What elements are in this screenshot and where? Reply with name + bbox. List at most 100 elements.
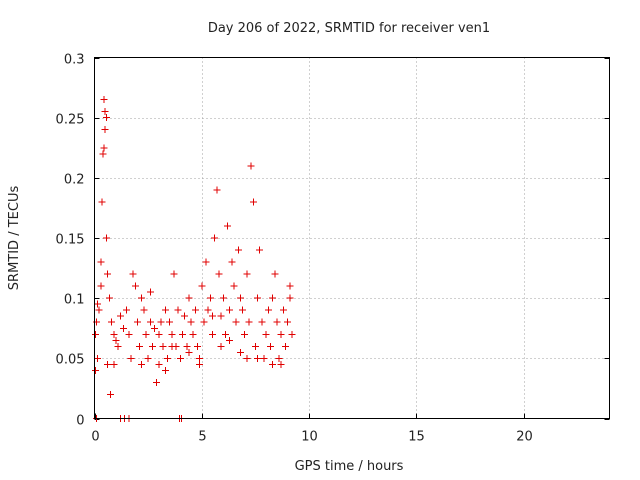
data-point <box>288 330 296 338</box>
data-point <box>168 330 176 338</box>
data-point <box>254 354 262 362</box>
data-point <box>144 354 152 362</box>
data-point <box>239 306 247 314</box>
y-tick-label: 0.2 <box>64 173 85 188</box>
x-tick-label: 20 <box>516 430 533 445</box>
data-point <box>224 222 232 230</box>
data-point <box>241 330 249 338</box>
data-point <box>106 294 114 302</box>
data-point <box>151 324 159 332</box>
data-point <box>114 342 122 350</box>
x-tick-label: 0 <box>91 430 99 445</box>
data-point <box>251 342 259 350</box>
y-axis-label: SRMTID / TECUs <box>7 186 22 291</box>
data-point <box>281 342 289 350</box>
data-point <box>202 258 210 266</box>
data-point <box>262 330 270 338</box>
data-point <box>112 336 120 344</box>
y-tick-label: 0.15 <box>56 233 85 248</box>
data-point <box>142 330 150 338</box>
data-point <box>232 318 240 326</box>
data-point <box>187 318 195 326</box>
data-point <box>273 318 281 326</box>
data-point <box>236 348 244 356</box>
data-point <box>204 306 212 314</box>
data-point <box>226 336 234 344</box>
chart-title: Day 206 of 2022, SRMTID for receiver ven… <box>208 21 490 36</box>
x-tick-label: 10 <box>301 430 318 445</box>
data-point <box>206 294 214 302</box>
data-point <box>153 378 161 386</box>
data-point <box>138 360 146 368</box>
data-point <box>189 330 197 338</box>
data-point <box>284 318 292 326</box>
data-point <box>286 294 294 302</box>
grid <box>94 57 610 419</box>
axis-ticks: 0 5 10 15 20 0 0.05 0.1 0.15 0.2 0.25 0.3 <box>56 53 610 445</box>
data-point <box>94 300 102 308</box>
data-point <box>174 306 182 314</box>
data-point <box>217 342 225 350</box>
data-point <box>269 360 277 368</box>
data-point <box>247 162 255 170</box>
data-point <box>176 354 184 362</box>
data-point <box>194 342 201 350</box>
data-point <box>215 270 223 278</box>
data-point <box>98 198 106 206</box>
data-point <box>213 186 221 194</box>
y-tick-label: 0 <box>76 414 84 429</box>
data-point <box>103 360 111 368</box>
data-point <box>163 354 171 362</box>
data-point <box>94 354 102 362</box>
data-point <box>230 282 238 290</box>
data-point <box>275 354 283 362</box>
data-point <box>256 246 264 254</box>
data-point <box>155 330 163 338</box>
data-point <box>97 282 105 290</box>
data-point <box>277 330 285 338</box>
data-point <box>170 270 178 278</box>
data-point <box>271 270 279 278</box>
data-point <box>103 270 111 278</box>
data-point <box>191 306 199 314</box>
data-point <box>196 360 204 368</box>
data-point <box>254 294 262 302</box>
data-point <box>95 306 103 314</box>
data-point <box>157 318 165 326</box>
data-point <box>102 234 110 242</box>
x-axis-label: GPS time / hours <box>295 459 404 474</box>
data-point <box>129 270 137 278</box>
data-point <box>200 318 208 326</box>
data-point <box>249 198 257 206</box>
data-point <box>161 306 169 314</box>
data-point <box>97 258 105 266</box>
data-point <box>92 366 100 374</box>
data-point <box>99 150 107 158</box>
data-point <box>110 330 118 338</box>
data-point <box>266 342 274 350</box>
data-point <box>279 306 287 314</box>
data-point <box>211 234 219 242</box>
data-point <box>131 282 139 290</box>
data-point <box>107 390 115 398</box>
data-point <box>196 354 204 362</box>
data-point <box>146 288 154 296</box>
data-point <box>219 294 227 302</box>
data-point <box>161 366 169 374</box>
data-point <box>102 114 110 122</box>
data-point <box>260 354 268 362</box>
data-point <box>183 342 191 350</box>
data-point <box>243 270 251 278</box>
data-point <box>100 96 108 104</box>
data-point <box>155 360 163 368</box>
data-point <box>185 348 193 356</box>
data-point <box>127 354 135 362</box>
x-tick-label: 15 <box>408 430 425 445</box>
data-point <box>198 282 206 290</box>
data-point <box>119 324 127 332</box>
plot-frame <box>94 57 610 419</box>
data-point <box>116 312 124 320</box>
data-point <box>217 312 225 320</box>
data-point <box>234 246 242 254</box>
